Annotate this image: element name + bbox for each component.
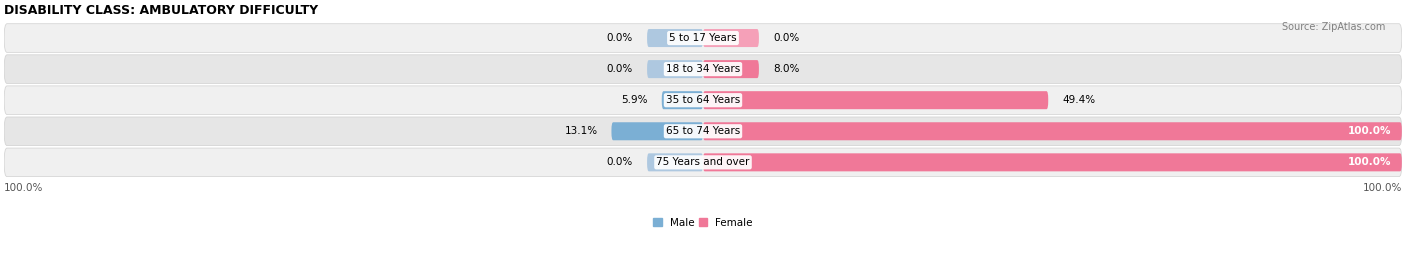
Text: 0.0%: 0.0% [607, 157, 633, 167]
FancyBboxPatch shape [4, 86, 1402, 115]
FancyBboxPatch shape [647, 60, 703, 78]
FancyBboxPatch shape [4, 55, 1402, 83]
Text: 65 to 74 Years: 65 to 74 Years [666, 126, 740, 136]
Text: Source: ZipAtlas.com: Source: ZipAtlas.com [1281, 22, 1385, 31]
Text: 49.4%: 49.4% [1062, 95, 1095, 105]
FancyBboxPatch shape [703, 153, 1402, 171]
FancyBboxPatch shape [4, 24, 1402, 52]
Text: 75 Years and over: 75 Years and over [657, 157, 749, 167]
Text: 35 to 64 Years: 35 to 64 Years [666, 95, 740, 105]
FancyBboxPatch shape [703, 60, 759, 78]
FancyBboxPatch shape [612, 122, 703, 140]
FancyBboxPatch shape [4, 148, 1402, 177]
Text: 100.0%: 100.0% [1348, 157, 1392, 167]
Text: 100.0%: 100.0% [4, 183, 44, 193]
Text: 18 to 34 Years: 18 to 34 Years [666, 64, 740, 74]
Text: 8.0%: 8.0% [773, 64, 799, 74]
FancyBboxPatch shape [703, 122, 1402, 140]
FancyBboxPatch shape [703, 91, 1049, 109]
Text: 100.0%: 100.0% [1362, 183, 1402, 193]
Text: 5 to 17 Years: 5 to 17 Years [669, 33, 737, 43]
Legend: Male, Female: Male, Female [650, 213, 756, 232]
Text: 5.9%: 5.9% [621, 95, 648, 105]
FancyBboxPatch shape [647, 153, 703, 171]
Text: 0.0%: 0.0% [607, 33, 633, 43]
FancyBboxPatch shape [647, 29, 703, 47]
Text: 13.1%: 13.1% [564, 126, 598, 136]
FancyBboxPatch shape [4, 117, 1402, 146]
FancyBboxPatch shape [662, 91, 703, 109]
Text: 0.0%: 0.0% [773, 33, 799, 43]
Text: 0.0%: 0.0% [607, 64, 633, 74]
FancyBboxPatch shape [703, 29, 759, 47]
Text: 100.0%: 100.0% [1348, 126, 1392, 136]
Text: DISABILITY CLASS: AMBULATORY DIFFICULTY: DISABILITY CLASS: AMBULATORY DIFFICULTY [4, 4, 318, 17]
